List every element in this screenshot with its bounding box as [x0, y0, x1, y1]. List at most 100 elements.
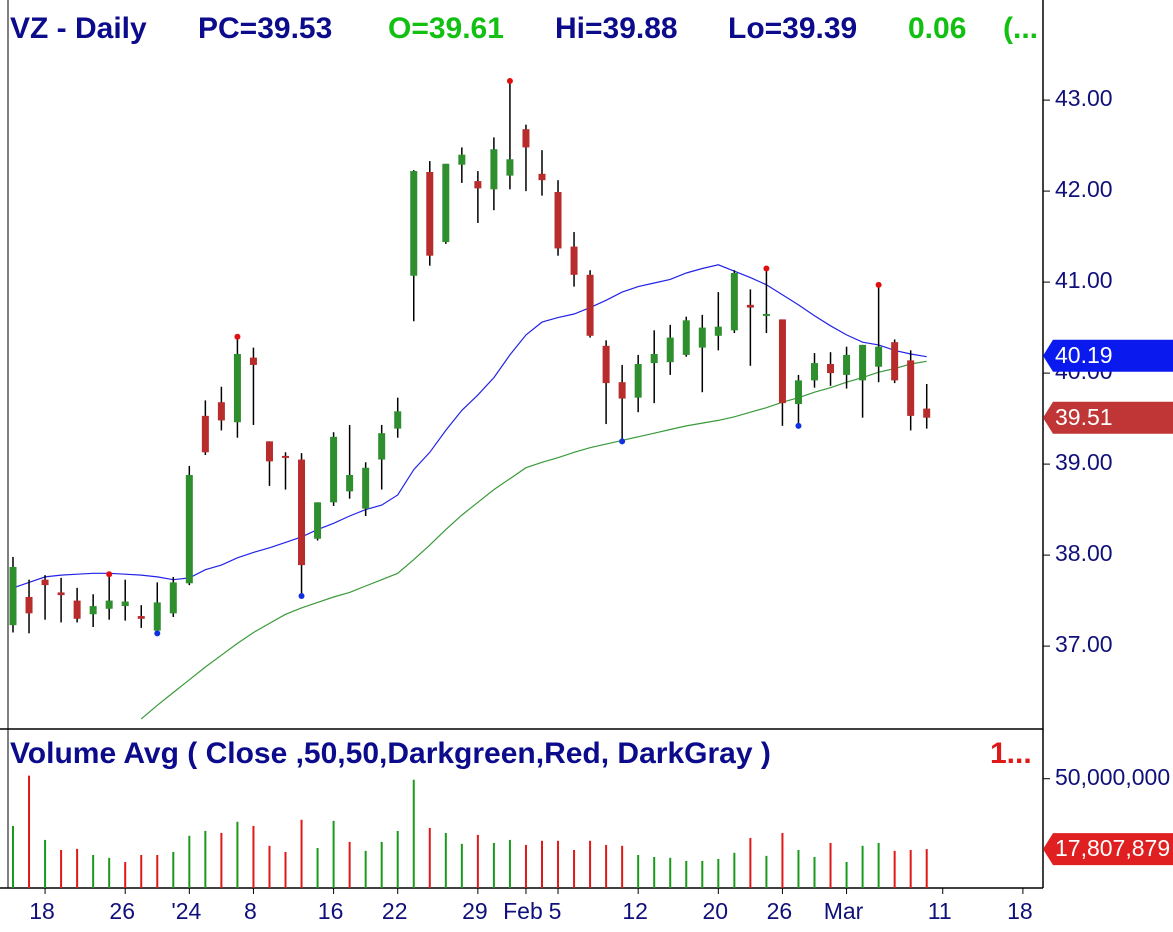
price-flag-label: 40.19	[1055, 342, 1113, 368]
candle-body	[698, 327, 706, 348]
swing-low-marker	[154, 630, 161, 637]
candle-body	[41, 579, 49, 586]
x-tick-label: 20	[703, 898, 729, 924]
volume-flag	[1043, 833, 1173, 866]
candle-body	[618, 382, 626, 399]
candle-body	[875, 346, 883, 367]
x-tick-label: Feb	[503, 898, 543, 924]
candle-body	[474, 181, 482, 189]
swing-high-marker	[506, 77, 513, 84]
candle-body	[602, 345, 610, 384]
candle-body	[330, 436, 338, 503]
x-tick-label: 18	[29, 898, 55, 924]
y-tick-label: 42.00	[1055, 176, 1113, 202]
x-tick-label: Mar	[824, 898, 864, 924]
candle-body	[249, 357, 257, 365]
candle-body	[426, 171, 434, 256]
candle-body	[121, 601, 129, 607]
price-flag-label: 39.51	[1055, 404, 1113, 430]
candle-body	[634, 364, 642, 398]
candle-body	[201, 415, 209, 453]
header-pc: PC=39.53	[198, 12, 332, 45]
swing-low-marker	[298, 593, 305, 600]
candle-body	[25, 596, 33, 614]
x-tick-label: 12	[622, 898, 648, 924]
swing-low-marker	[795, 422, 802, 429]
candle-body	[650, 353, 658, 364]
candle-body	[522, 129, 530, 148]
volume-flag-label: 17,807,879	[1055, 835, 1170, 861]
swing-high-marker	[234, 333, 241, 340]
header-open: O=39.61	[388, 12, 504, 45]
candle-body	[73, 600, 81, 619]
x-tick-label: 8	[244, 898, 257, 924]
candle-body	[746, 304, 754, 308]
candle-body	[105, 600, 113, 609]
price-panel	[9, 77, 931, 720]
candle-body	[714, 326, 722, 336]
x-tick-label: 5	[549, 898, 562, 924]
candle-body	[314, 502, 322, 539]
y-tick-label: 41.00	[1055, 267, 1113, 293]
candle-body	[490, 149, 498, 190]
candle-body	[378, 433, 386, 460]
candle-body	[169, 582, 177, 614]
swing-high-marker	[763, 265, 770, 272]
candle-body	[538, 173, 546, 181]
candle-body	[346, 475, 354, 492]
x-tick-label: 16	[318, 898, 344, 924]
x-tick-label: '24	[171, 898, 201, 924]
swing-low-marker	[619, 438, 626, 445]
x-tick-label: 29	[462, 898, 488, 924]
x-tick-label: 18	[1007, 898, 1033, 924]
candle-body	[891, 342, 899, 381]
candle-body	[394, 411, 402, 429]
candle-body	[57, 592, 65, 596]
candle-body	[666, 337, 674, 363]
candle-body	[362, 467, 370, 509]
y-tick-label: 43.00	[1055, 85, 1113, 111]
candle-body	[410, 171, 418, 276]
candle-body	[586, 274, 594, 336]
candle-body	[570, 246, 578, 275]
candle-body	[506, 159, 514, 176]
chart-title: VZ - Daily	[10, 12, 147, 45]
candle-body	[778, 319, 786, 404]
candle-body	[298, 459, 306, 566]
candle-body	[843, 354, 851, 375]
volume-title: Volume Avg ( Close ,50,50,Darkgreen,Red,…	[10, 737, 771, 770]
x-tick-label: 11	[928, 898, 952, 924]
candle-body	[554, 192, 562, 249]
swing-high-marker	[875, 281, 882, 288]
candle-body	[859, 344, 867, 381]
y-tick-label: 38.00	[1055, 540, 1113, 566]
candle-body	[282, 455, 290, 458]
candle-body	[907, 360, 915, 416]
price-flag	[1043, 339, 1173, 372]
swing-high-marker	[106, 571, 113, 578]
candle-body	[9, 566, 17, 626]
volume-note: 1...	[990, 737, 1032, 770]
candle-body	[762, 313, 770, 316]
candle-body	[265, 441, 273, 462]
candle-body	[137, 616, 145, 619]
candle-body	[233, 353, 241, 423]
header-high: Hi=39.88	[555, 12, 678, 45]
moving-average-line	[12, 264, 927, 589]
candle-body	[217, 402, 225, 421]
x-tick-label: 26	[767, 898, 793, 924]
y-tick-label: 39.00	[1055, 449, 1113, 475]
candle-body	[153, 602, 161, 631]
candle-body	[827, 364, 835, 374]
header-change: 0.06	[908, 12, 966, 45]
candle-body	[794, 380, 802, 405]
candle-body	[682, 320, 690, 355]
candle-body	[811, 363, 818, 381]
candle-body	[185, 475, 193, 584]
volume-y-tick-label: 50,000,000	[1055, 764, 1170, 790]
y-tick-label: 37.00	[1055, 631, 1113, 657]
candle-body	[730, 273, 738, 331]
candle-body	[923, 408, 931, 418]
